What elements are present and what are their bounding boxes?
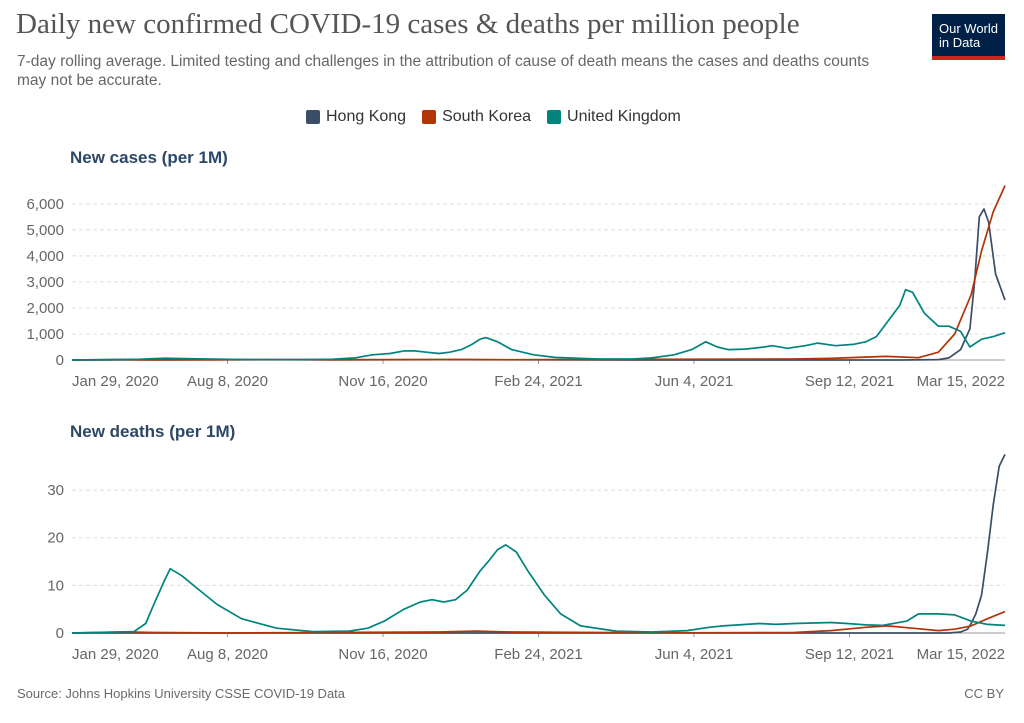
chart-subtitle: 7-day rolling average. Limited testing a… bbox=[17, 53, 870, 89]
owid-logo[interactable]: Our World in Data bbox=[932, 14, 1005, 60]
y-tick-label: 4,000 bbox=[26, 248, 64, 265]
x-tick-label: Jan 29, 2020 bbox=[72, 646, 159, 663]
x-tick-label: Nov 16, 2020 bbox=[338, 646, 427, 663]
y-tick-label: 10 bbox=[47, 577, 64, 594]
x-tick-label: Aug 8, 2020 bbox=[187, 646, 268, 663]
x-tick-label: Jun 4, 2021 bbox=[655, 373, 733, 390]
legend-swatch-hong-kong bbox=[306, 110, 320, 124]
x-tick-label: Sep 12, 2021 bbox=[805, 646, 894, 663]
legend-item-united-kingdom[interactable]: United Kingdom bbox=[547, 108, 681, 126]
x-tick-label: Jun 4, 2021 bbox=[655, 646, 733, 663]
chart-title: Daily new confirmed COVID-19 cases & dea… bbox=[16, 8, 800, 40]
series-line-hong-kong[interactable] bbox=[72, 454, 1006, 634]
x-tick-label: Nov 16, 2020 bbox=[338, 373, 427, 390]
y-tick-label: 20 bbox=[47, 530, 64, 547]
y-tick-label: 1,000 bbox=[26, 326, 64, 343]
series-line-united-kingdom[interactable] bbox=[71, 544, 1006, 634]
source-note: Source: Johns Hopkins University CSSE CO… bbox=[17, 686, 346, 701]
logo-line-1: Our World bbox=[939, 21, 998, 36]
x-tick-label: Jan 29, 2020 bbox=[72, 373, 159, 390]
series-line-united-kingdom[interactable] bbox=[71, 288, 1006, 361]
legend-label-united-kingdom: United Kingdom bbox=[567, 108, 681, 125]
logo-line-2: in Data bbox=[939, 35, 981, 50]
panel-title-deaths: New deaths (per 1M) bbox=[70, 422, 236, 441]
panel-title-cases: New cases (per 1M) bbox=[70, 148, 228, 167]
x-tick-label: Aug 8, 2020 bbox=[187, 373, 268, 390]
legend-item-south-korea[interactable]: South Korea bbox=[422, 108, 531, 126]
panel-1: 0 10 20 30 Jan 29, 2020 Aug 8, 2020 Nov 16, 20… bbox=[47, 454, 1006, 663]
x-tick-label: Feb 24, 2021 bbox=[494, 646, 582, 663]
y-tick-label: 0 bbox=[56, 625, 64, 642]
series-line-hong-kong[interactable] bbox=[71, 208, 1006, 361]
panel-0: 0 1,000 2,000 3,000 4,000 5,000 6,000 Jan 29, 2… bbox=[26, 185, 1006, 390]
y-tick-label: 0 bbox=[56, 352, 64, 369]
x-tick-label: Mar 15, 2022 bbox=[917, 373, 1005, 390]
x-tick-label: Sep 12, 2021 bbox=[805, 373, 894, 390]
legend-label-south-korea: South Korea bbox=[442, 108, 532, 125]
legend-swatch-united-kingdom bbox=[547, 110, 562, 124]
x-tick-label: Feb 24, 2021 bbox=[494, 373, 582, 390]
license-note[interactable]: CC BY bbox=[964, 686, 1004, 701]
x-tick-label: Mar 15, 2022 bbox=[917, 646, 1005, 663]
legend-item-hong-kong[interactable]: Hong Kong bbox=[306, 108, 406, 126]
legend-swatch-south-korea bbox=[422, 110, 437, 124]
y-tick-label: 6,000 bbox=[26, 196, 64, 213]
series-line-south-korea[interactable] bbox=[71, 610, 1006, 634]
legend: Hong Kong South Korea United Kingdom bbox=[306, 108, 681, 126]
y-tick-label: 5,000 bbox=[26, 222, 64, 239]
y-tick-label: 3,000 bbox=[26, 274, 64, 291]
y-tick-label: 2,000 bbox=[26, 300, 64, 317]
y-tick-label: 30 bbox=[47, 482, 64, 499]
legend-label-hong-kong: Hong Kong bbox=[326, 108, 407, 125]
